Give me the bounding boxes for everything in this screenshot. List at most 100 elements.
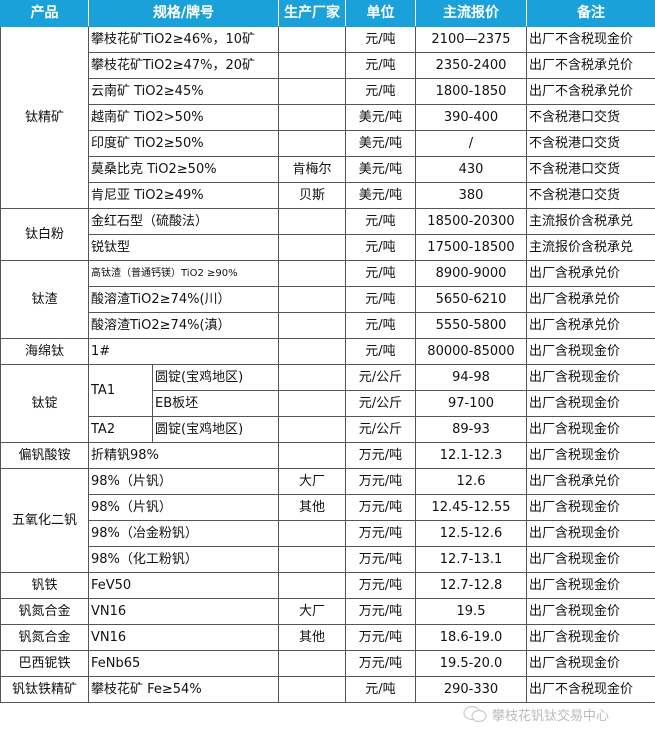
unit-cell: 元/吨 — [345, 234, 416, 261]
unit-cell: 元/吨 — [345, 676, 416, 703]
price-cell: 12.7-13.1 — [415, 546, 527, 573]
grade-cell: TA1 — [88, 364, 153, 417]
unit-cell: 元/吨 — [345, 260, 416, 287]
price-cell: 390-400 — [415, 104, 527, 131]
spec-cell: VN16 — [88, 598, 279, 625]
table-row: 海绵钛 1# 元/吨 80000-85000 出厂含税现金价 — [0, 338, 655, 365]
header-note: 备注 — [526, 0, 655, 27]
spec-cell: 98%（化工粉钒） — [88, 546, 279, 573]
spec-cell: 云南矿 TiO2≥45% — [88, 78, 279, 105]
table-row: 印度矿 TiO2≥50% 美元/吨 / 不含税港口交货 — [1, 130, 655, 157]
maker-cell — [278, 104, 346, 131]
product-cell: 钒铁 — [0, 572, 89, 599]
table-row: 锐钛型 元/吨 17500-18500 主流报价含税承兑 — [1, 234, 655, 261]
note-cell: 出厂含税现金价 — [526, 364, 655, 391]
note-cell: 不含税港口交货 — [526, 182, 655, 209]
price-cell: 290-330 — [415, 676, 527, 703]
spec-cell: 锐钛型 — [88, 234, 279, 261]
price-cell: 94-98 — [415, 364, 527, 391]
note-cell: 出厂含税现金价 — [526, 338, 655, 365]
price-cell: 1800-1850 — [415, 78, 527, 105]
note-cell: 出厂含税现金价 — [526, 546, 655, 573]
unit-cell: 元/吨 — [345, 312, 416, 339]
product-cell: 海绵钛 — [0, 338, 89, 365]
unit-cell: 元/公斤 — [345, 364, 416, 391]
spec-cell: 莫桑比克 TiO2≥50% — [88, 156, 279, 183]
table-row: 钛精矿 攀枝花矿TiO2≥46%，10矿 元/吨 2100—2375 出厂不含税现金价 — [0, 26, 655, 209]
wechat-icon — [463, 705, 487, 723]
price-cell: 12.45-12.55 — [415, 494, 527, 521]
note-cell: 出厂不含税承兑价 — [526, 78, 655, 105]
maker-cell — [278, 416, 346, 443]
table-row: 酸溶渣TiO2≥74%(川） 元/吨 5650-6210 出厂含税承兑价 — [1, 286, 655, 313]
note-cell: 不含税港口交货 — [526, 156, 655, 183]
table-row: 偏钒酸铵 折精钒98% 万元/吨 12.1-12.3 出厂含税现金价 — [0, 442, 655, 469]
maker-cell: 贝斯 — [278, 182, 346, 209]
table-row: 肯尼亚 TiO2≥49% 贝斯 美元/吨 380 不含税港口交货 — [1, 182, 655, 209]
spec-cell: 酸溶渣TiO2≥74%(川） — [88, 286, 279, 313]
product-cell: 钛锭 — [0, 364, 89, 443]
unit-cell: 元/吨 — [345, 26, 416, 53]
price-cell: 18.6-19.0 — [415, 624, 527, 651]
note-cell: 出厂含税现金价 — [526, 650, 655, 677]
price-cell: 12.7-12.8 — [415, 572, 527, 599]
unit-cell: 美元/吨 — [345, 182, 416, 209]
spec-cell: FeNb65 — [88, 650, 279, 677]
unit-cell: 美元/吨 — [345, 156, 416, 183]
table-row: 五氧化二钒 98%（片钒） 大厂 万元/吨 12.6 出厂含税承兑价 — [0, 468, 655, 573]
maker-cell — [278, 286, 346, 313]
maker-cell — [278, 572, 346, 599]
note-cell: 出厂不含税承兑价 — [526, 52, 655, 79]
price-cell: 2100—2375 — [415, 26, 527, 53]
table-row: 酸溶渣TiO2≥74%(滇） 元/吨 5550-5800 出厂含税承兑价 — [1, 312, 655, 339]
spec-cell: 折精钒98% — [88, 442, 279, 469]
unit-cell: 万元/吨 — [345, 598, 416, 625]
unit-cell: 美元/吨 — [345, 130, 416, 157]
unit-cell: 元/吨 — [345, 208, 416, 235]
table-row: 莫桑比克 TiO2≥50% 肯梅尔 美元/吨 430 不含税港口交货 — [1, 156, 655, 183]
price-cell: 2350-2400 — [415, 52, 527, 79]
maker-cell — [278, 52, 346, 79]
note-cell: 出厂含税承兑价 — [526, 312, 655, 339]
price-cell: / — [415, 130, 527, 157]
price-cell: 8900-9000 — [415, 260, 527, 287]
table-row: 钛渣 高钛渣（普通钙镁）TiO2 ≥90% 元/吨 8900-9000 出厂含税承兑价 — [0, 260, 655, 339]
table-row: 钒氮合金 VN16 其他 万元/吨 18.6-19.0 出厂含税现金价 — [0, 624, 655, 651]
price-cell: 380 — [415, 182, 527, 209]
maker-cell — [278, 442, 346, 469]
maker-cell — [278, 546, 346, 573]
price-cell: 18500-20300 — [415, 208, 527, 235]
spec-cell: 圆锭(宝鸡地区) — [152, 416, 279, 443]
table-row: 云南矿 TiO2≥45% 元/吨 1800-1850 出厂不含税承兑价 — [1, 78, 655, 105]
note-cell: 主流报价含税承兑 — [526, 208, 655, 235]
price-cell: 12.6 — [415, 468, 527, 495]
spec-cell: EB板坯 — [152, 390, 279, 417]
spec-cell: 98%（冶金粉钒） — [88, 520, 279, 547]
note-cell: 出厂不含税现金价 — [526, 676, 655, 703]
unit-cell: 元/吨 — [345, 52, 416, 79]
unit-cell: 万元/吨 — [345, 494, 416, 521]
maker-cell: 大厂 — [278, 468, 346, 495]
maker-cell — [278, 130, 346, 157]
maker-cell — [278, 78, 346, 105]
header-price: 主流报价 — [415, 0, 527, 27]
header-unit: 单位 — [345, 0, 416, 27]
unit-cell: 万元/吨 — [345, 442, 416, 469]
price-cell: 430 — [415, 156, 527, 183]
unit-cell: 万元/吨 — [345, 546, 416, 573]
table-row: 钒铁 FeV50 万元/吨 12.7-12.8 出厂含税现金价 — [0, 572, 655, 599]
table-row: 钒钛铁精矿 攀枝花矿 Fe≥54% 元/吨 290-330 出厂不含税现金价 — [0, 676, 655, 703]
header-maker: 生产厂家 — [278, 0, 346, 27]
product-cell: 巴西铌铁 — [0, 650, 89, 677]
price-cell: 5550-5800 — [415, 312, 527, 339]
spec-cell: 越南矿 TiO2>50% — [88, 104, 279, 131]
unit-cell: 万元/吨 — [345, 624, 416, 651]
unit-cell: 元/吨 — [345, 286, 416, 313]
spec-cell: 肯尼亚 TiO2≥49% — [88, 182, 279, 209]
header-product: 产品 — [0, 0, 89, 27]
table-row: 98%（冶金粉钒） 万元/吨 12.5-12.6 出厂含税现金价 — [1, 520, 655, 547]
unit-cell: 万元/吨 — [345, 468, 416, 495]
note-cell: 出厂含税现金价 — [526, 390, 655, 417]
table-row: 攀枝花矿TiO2≥47%，20矿 元/吨 2350-2400 出厂不含税承兑价 — [1, 52, 655, 79]
table-row: 越南矿 TiO2>50% 美元/吨 390-400 不含税港口交货 — [1, 104, 655, 131]
